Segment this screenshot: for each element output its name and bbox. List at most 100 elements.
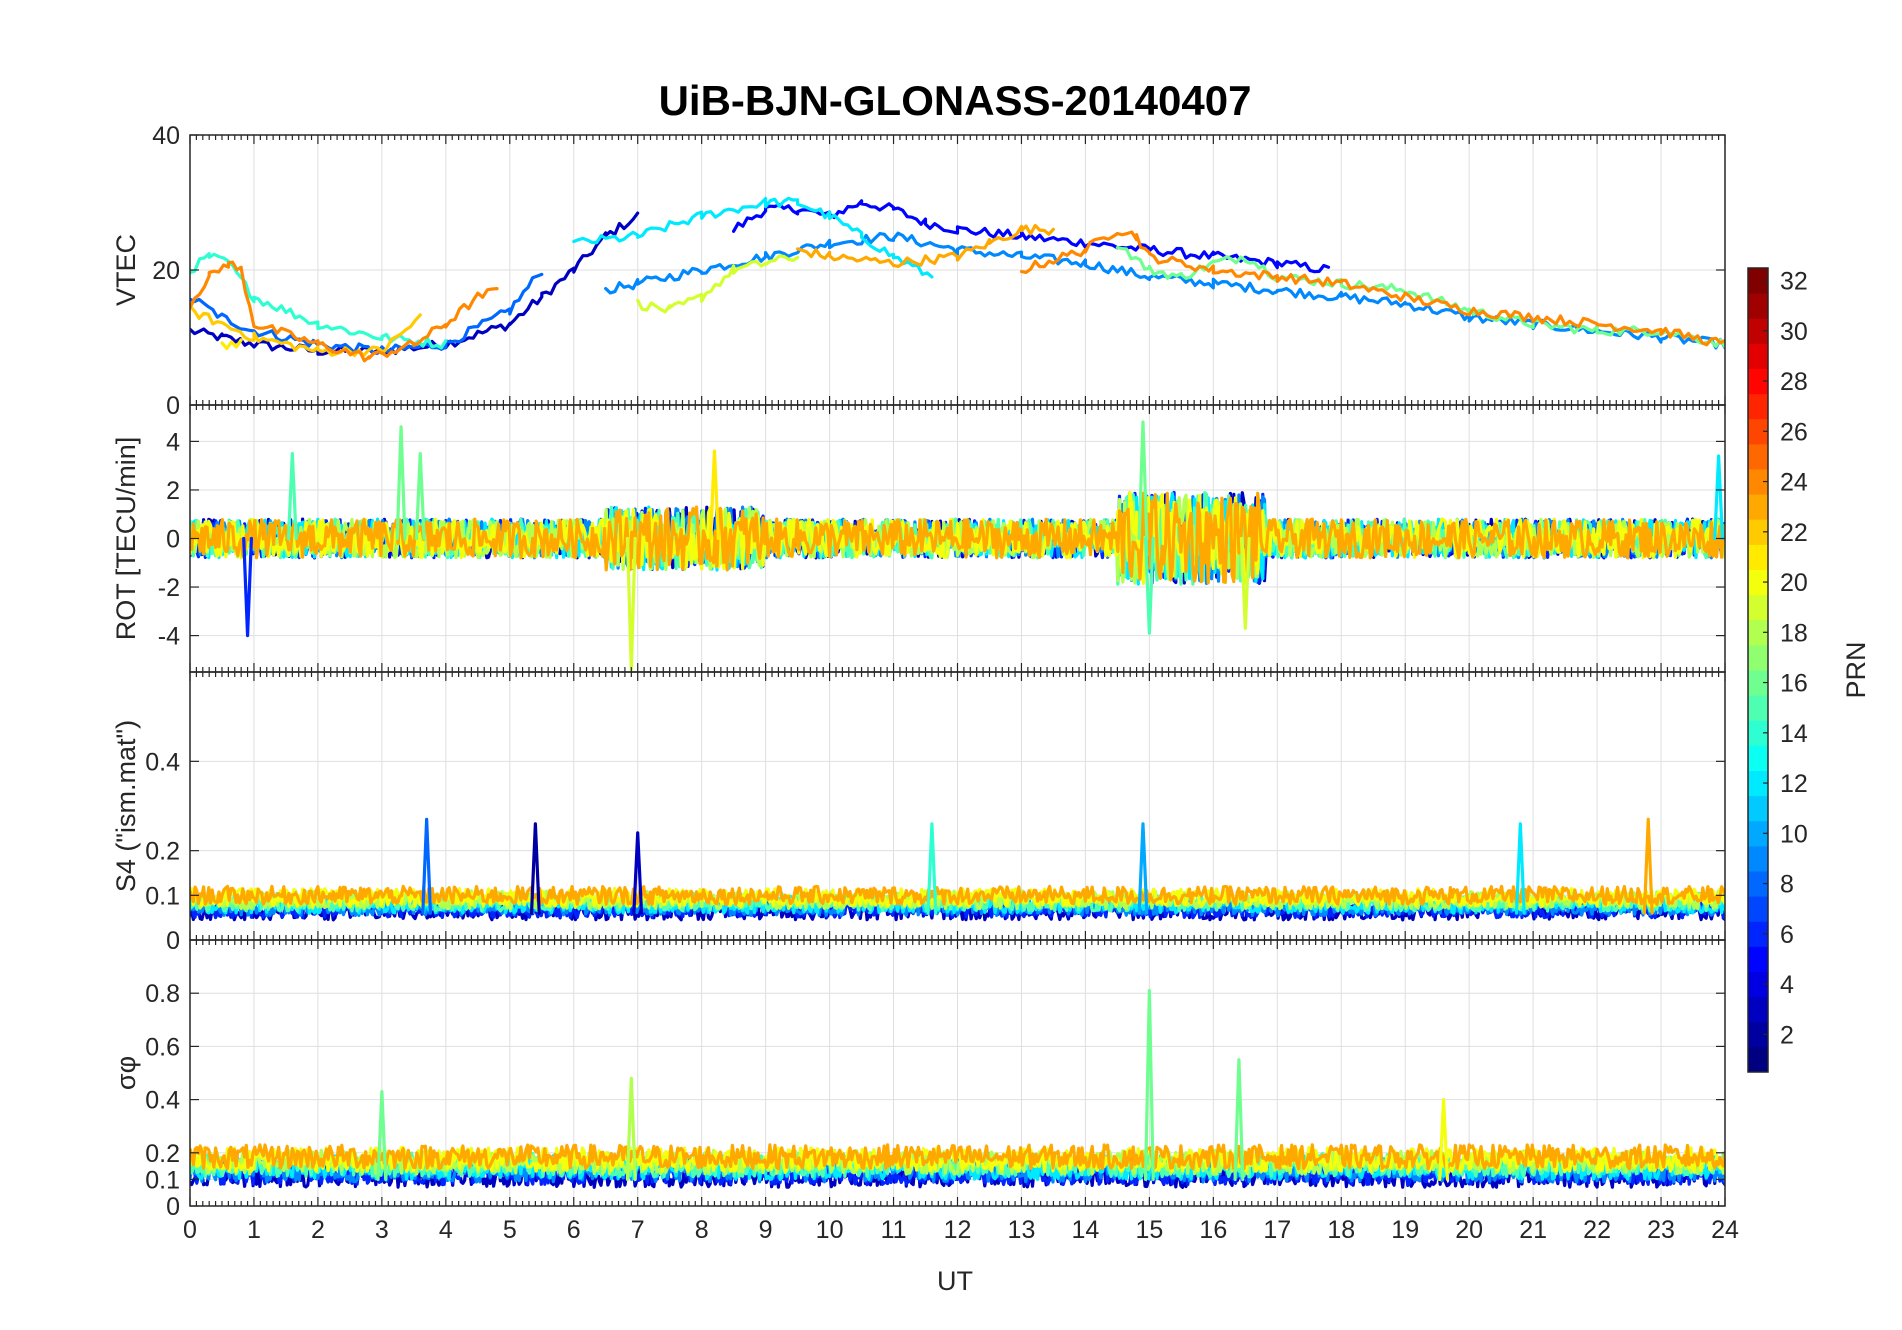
x-tick-label: 11 — [881, 1216, 907, 1244]
x-tick-label: 23 — [1647, 1216, 1675, 1244]
chart-title: UiB-BJN-GLONASS-20140407 — [659, 77, 1252, 124]
x-tick-label: 5 — [503, 1216, 517, 1244]
colorbar-tick-label: 20 — [1780, 569, 1808, 597]
rot-peak — [1239, 536, 1251, 630]
colorbar-segment — [1748, 1021, 1768, 1048]
x-tick-label: 24 — [1711, 1216, 1739, 1244]
y-tick-label: 0 — [166, 927, 180, 955]
y-tick-label: 20 — [152, 257, 180, 285]
colorbar-label: PRN — [1841, 641, 1871, 698]
x-tick-label: 16 — [1199, 1216, 1227, 1244]
panel-data — [190, 817, 1725, 922]
x-tick-label: 2 — [311, 1216, 325, 1244]
sigma_phi-peak — [625, 1076, 637, 1181]
colorbar-segment — [1748, 343, 1768, 369]
colorbar-segment — [1748, 519, 1768, 545]
colorbar-segment — [1748, 318, 1768, 344]
colorbar-segment — [1748, 871, 1768, 897]
s4-peak — [632, 831, 644, 915]
colorbar-tick-label: 6 — [1780, 921, 1794, 949]
colorbar-segment — [1748, 795, 1768, 822]
vtec-series-prn-12 — [572, 196, 934, 279]
colorbar-tick-label: 12 — [1780, 770, 1808, 798]
x-tick-label: 6 — [567, 1216, 581, 1244]
y-axis-label-sigma_phi: σφ — [111, 1056, 141, 1090]
x-tick-label: 10 — [816, 1216, 844, 1244]
vtec-series-prn-3 — [190, 211, 640, 356]
colorbar-segment — [1748, 494, 1768, 520]
colorbar-tick-label: 30 — [1780, 318, 1808, 346]
y-tick-label: 0.8 — [145, 980, 180, 1008]
x-tick-label: 22 — [1583, 1216, 1611, 1244]
panel-data — [190, 420, 1725, 672]
colorbar-segment — [1748, 544, 1768, 570]
y-tick-label: 0.4 — [145, 1087, 180, 1115]
x-tick-label: 8 — [695, 1216, 709, 1244]
x-tick-label: 0 — [183, 1216, 197, 1244]
s4-peak — [529, 822, 541, 915]
colorbar-tick-label: 32 — [1780, 268, 1808, 296]
colorbar-segment — [1748, 569, 1768, 596]
colorbar-segment — [1748, 443, 1768, 470]
rot-peak — [286, 451, 298, 541]
colorbar-tick-label: 4 — [1780, 971, 1794, 999]
panel-rot: -4 -2 0 2 4 ROT [TECU/min] — [111, 404, 1726, 673]
sigma_phi-peak — [376, 1090, 388, 1181]
s4-peak — [926, 822, 938, 915]
colorbar-segment — [1748, 845, 1768, 872]
colorbar-segment — [1748, 594, 1768, 621]
y-tick-label: 0.1 — [145, 1166, 180, 1194]
colorbar-segment — [1748, 770, 1768, 797]
y-tick-label: 0 — [166, 1193, 180, 1221]
colorbar-tick-label: 16 — [1780, 670, 1808, 698]
colorbar-tick-label: 8 — [1780, 871, 1794, 899]
vtec-series-prn-19 — [636, 254, 800, 314]
rot-peak — [242, 536, 253, 638]
colorbar-tick-label: 2 — [1780, 1021, 1794, 1049]
x-tick-label: 4 — [439, 1216, 453, 1244]
rot-peak — [709, 449, 720, 541]
sigma_phi-peak — [1438, 1098, 1450, 1181]
colorbar-segment — [1748, 619, 1768, 646]
x-tick-label: 1 — [247, 1216, 261, 1244]
rot-peak — [414, 451, 426, 541]
colorbar-segment — [1748, 670, 1768, 696]
y-tick-label: 0 — [166, 392, 180, 420]
y-tick-label: -2 — [158, 574, 180, 602]
panel-data — [190, 196, 1725, 363]
panel-vtec: 0 20 40 VTEC — [111, 122, 1726, 420]
colorbar-tick-label: 22 — [1780, 519, 1808, 547]
colorbar-segment — [1748, 418, 1768, 445]
vtec-series-prn-8 — [190, 272, 544, 355]
colorbar-segment — [1748, 1046, 1768, 1073]
rot-peak — [1143, 536, 1155, 635]
x-tick-label: 19 — [1391, 1216, 1419, 1244]
x-axis-label: UT — [937, 1266, 973, 1296]
y-axis-label-s4: S4 ("ism.mat") — [111, 720, 141, 892]
y-tick-label: 2 — [166, 477, 180, 505]
y-tick-label: 0.1 — [145, 882, 180, 910]
y-tick-label: -4 — [158, 623, 180, 651]
colorbar-segment — [1748, 745, 1768, 771]
rot-peak — [1137, 420, 1149, 541]
sigma_phi-series-prn-23 — [190, 1143, 1725, 1171]
panel-data — [190, 988, 1725, 1189]
y-tick-label: 0.4 — [145, 748, 180, 776]
vtec-series-prn-21 — [220, 338, 243, 351]
colorbar-box — [1747, 267, 1769, 1073]
colorbar-segment — [1748, 946, 1768, 972]
y-tick-label: 40 — [152, 122, 180, 150]
y-axis-label-vtec: VTEC — [111, 234, 141, 306]
x-tick-label: 14 — [1072, 1216, 1100, 1244]
colorbar-segment — [1748, 268, 1768, 294]
y-tick-label: 0.6 — [145, 1033, 180, 1061]
x-tick-label: 7 — [631, 1216, 645, 1244]
colorbar-segment — [1748, 695, 1768, 721]
x-tick-label: 21 — [1519, 1216, 1547, 1244]
s4-peak — [1642, 817, 1654, 915]
y-tick-label: 4 — [166, 428, 180, 456]
colorbar-segment — [1748, 469, 1768, 495]
